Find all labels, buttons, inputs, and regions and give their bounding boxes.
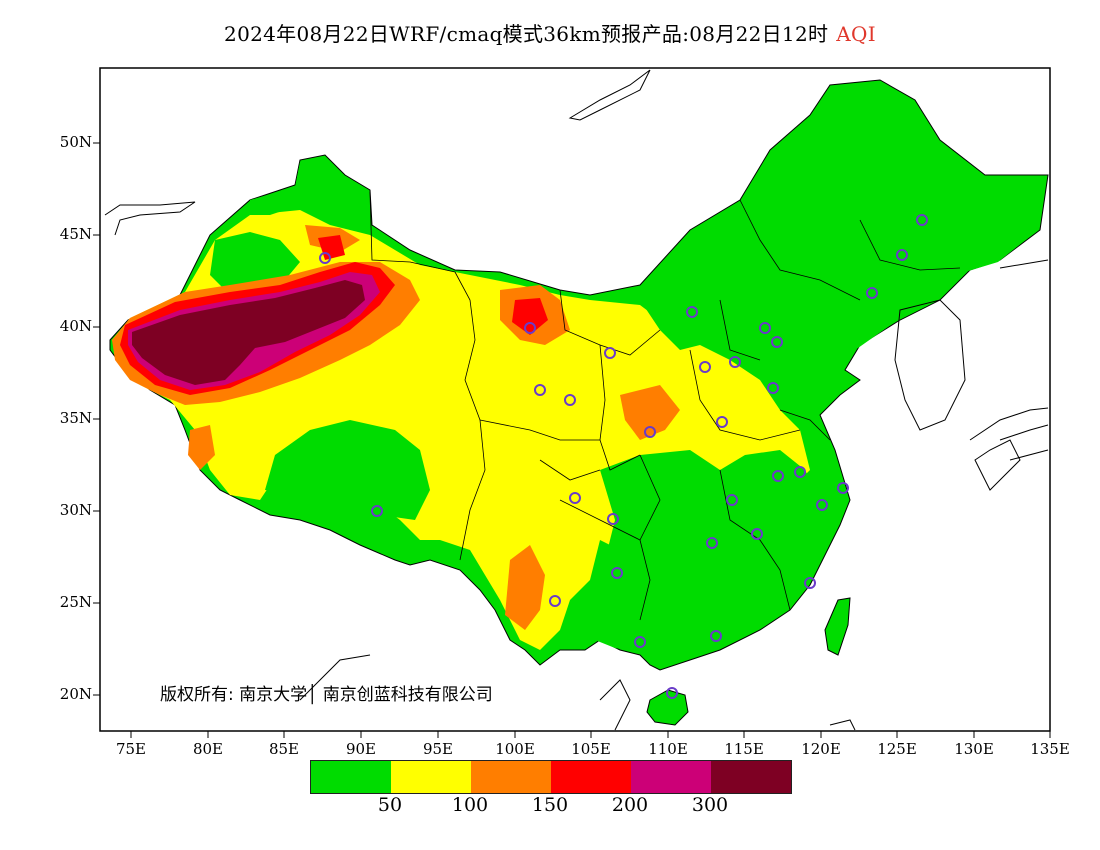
station-marker bbox=[371, 505, 383, 517]
station-marker bbox=[706, 537, 718, 549]
station-marker bbox=[771, 336, 783, 348]
lon-label: 85E bbox=[268, 740, 300, 758]
aqi-hazardous-region bbox=[132, 280, 365, 385]
station-marker bbox=[751, 528, 763, 540]
station-marker bbox=[816, 499, 828, 511]
station-marker bbox=[729, 356, 741, 368]
neighbor-outlines bbox=[104, 69, 1049, 731]
lon-label: 95E bbox=[422, 740, 454, 758]
station-marker bbox=[916, 214, 928, 226]
station-marker bbox=[710, 630, 722, 642]
lat-label: 40N bbox=[59, 317, 92, 335]
title-main: 2024年08月22日WRF/cmaq模式36km预报产品:08月22日12时 bbox=[224, 22, 829, 46]
station-marker bbox=[634, 636, 646, 648]
station-marker bbox=[866, 287, 878, 299]
lat-label: 25N bbox=[59, 593, 92, 611]
aqi-good-xinjiang-north bbox=[250, 157, 368, 215]
lat-label: 20N bbox=[59, 685, 92, 703]
station-marker bbox=[896, 249, 908, 261]
lon-label: 105E bbox=[571, 740, 611, 758]
colorbar-swatch-hazardous bbox=[711, 761, 791, 793]
lat-label: 30N bbox=[59, 501, 92, 519]
station-marker bbox=[767, 382, 779, 394]
colorbar-tick: 100 bbox=[451, 794, 489, 816]
station-marker bbox=[804, 577, 816, 589]
station-marker bbox=[726, 494, 738, 506]
station-marker bbox=[644, 426, 656, 438]
aqi-good-south bbox=[585, 450, 820, 668]
aqi-good-xinjiang-west bbox=[210, 232, 300, 290]
aqi-unhealthy-patch-1 bbox=[512, 298, 548, 335]
aqi-colorbar bbox=[310, 760, 792, 794]
colorbar-tick: 200 bbox=[611, 794, 649, 816]
colorbar-swatch-usg bbox=[471, 761, 551, 793]
lon-label: 75E bbox=[115, 740, 147, 758]
station-marker bbox=[716, 416, 728, 428]
lon-label: 115E bbox=[724, 740, 764, 758]
colorbar-swatch-very-unhealthy bbox=[631, 761, 711, 793]
title-variable: AQI bbox=[836, 22, 876, 46]
station-marker bbox=[666, 687, 678, 699]
taiwan-island bbox=[824, 597, 851, 656]
station-marker bbox=[534, 384, 546, 396]
station-marker bbox=[564, 394, 576, 406]
station-marker bbox=[604, 347, 616, 359]
lon-label: 125E bbox=[877, 740, 917, 758]
lat-label: 45N bbox=[59, 225, 92, 243]
aqi-good-north bbox=[590, 82, 1046, 355]
station-marker bbox=[569, 492, 581, 504]
aqi-usg-patch-2 bbox=[188, 425, 215, 470]
copyright-notice: 版权所有: 南京大学│ 南京创蓝科技有限公司 bbox=[160, 685, 493, 705]
colorbar-tick: 300 bbox=[691, 794, 729, 816]
axis-ticks bbox=[93, 142, 1051, 738]
lon-label: 135E bbox=[1030, 740, 1070, 758]
station-marker bbox=[837, 482, 849, 494]
station-marker bbox=[772, 470, 784, 482]
province-borders bbox=[369, 191, 961, 621]
aqi-usg-patch-4 bbox=[505, 545, 545, 630]
colorbar-swatch-good bbox=[311, 761, 391, 793]
aqi-usg-patch-3 bbox=[620, 385, 680, 440]
station-marker bbox=[699, 361, 711, 373]
station-markers bbox=[319, 214, 928, 699]
hainan-island bbox=[646, 689, 689, 726]
lon-label: 130E bbox=[954, 740, 994, 758]
station-marker bbox=[319, 252, 331, 264]
map-title: 2024年08月22日WRF/cmaq模式36km预报产品:08月22日12时 A… bbox=[0, 18, 1100, 47]
aqi-good-tibet bbox=[265, 420, 430, 520]
lon-label: 110E bbox=[648, 740, 688, 758]
colorbar-swatch-moderate bbox=[391, 761, 471, 793]
lat-label: 35N bbox=[59, 409, 92, 427]
station-marker bbox=[759, 322, 771, 334]
lon-label: 120E bbox=[801, 740, 841, 758]
station-marker bbox=[794, 466, 806, 478]
station-marker bbox=[607, 513, 619, 525]
lat-label: 50N bbox=[59, 133, 92, 151]
station-marker bbox=[686, 306, 698, 318]
station-marker bbox=[524, 322, 536, 334]
station-marker bbox=[611, 567, 623, 579]
colorbar-tick: 150 bbox=[531, 794, 569, 816]
station-marker bbox=[549, 595, 561, 607]
lon-label: 80E bbox=[192, 740, 224, 758]
lon-label: 100E bbox=[495, 740, 535, 758]
lon-label: 90E bbox=[345, 740, 377, 758]
colorbar-swatch-unhealthy bbox=[551, 761, 631, 793]
colorbar-tick: 50 bbox=[377, 794, 403, 816]
